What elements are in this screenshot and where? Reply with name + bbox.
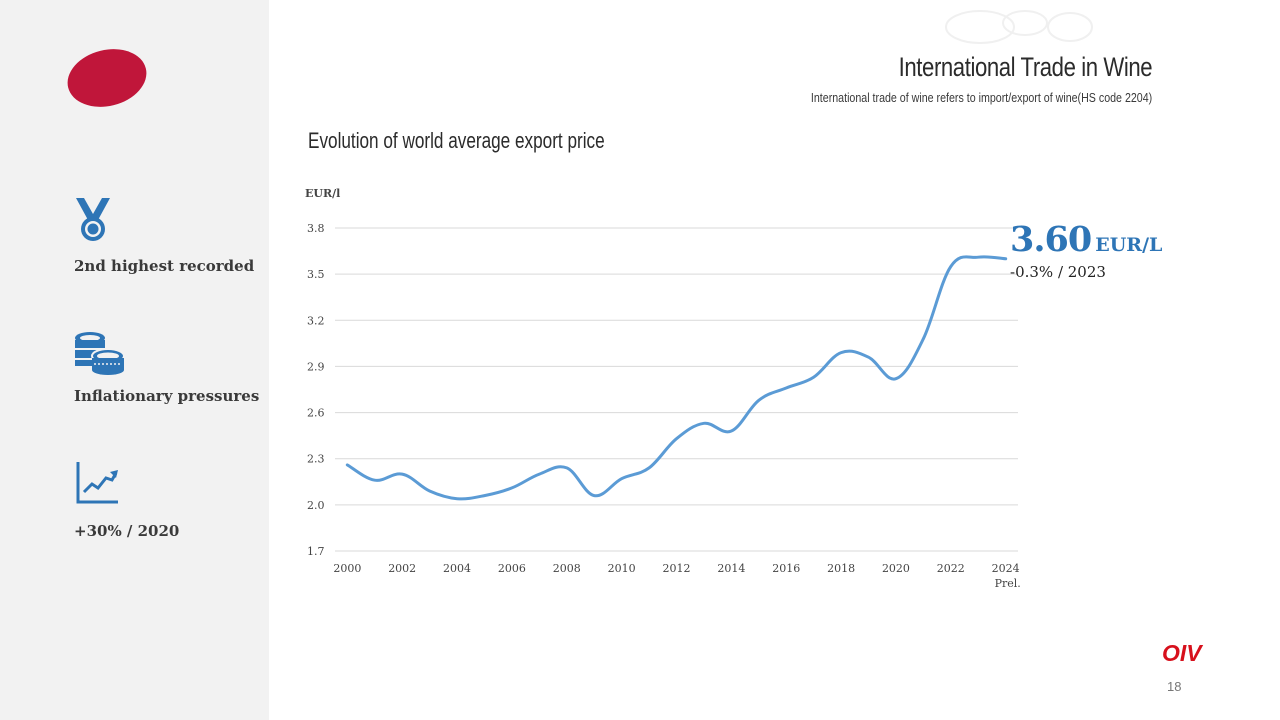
latest-value: 3.60	[1010, 219, 1092, 260]
chart-title: Evolution of world average export price	[308, 128, 605, 153]
y-tick-label: 2.6	[307, 407, 325, 420]
latest-value-unit: EUR/L	[1095, 234, 1163, 256]
medal-icon	[74, 196, 112, 249]
x-tick-label: 2014	[717, 562, 745, 575]
y-tick-label: 3.2	[307, 314, 325, 327]
sidebar-label-inflation: Inflationary pressures	[74, 387, 260, 405]
y-tick-label: 3.5	[307, 268, 325, 281]
y-tick-label: 2.9	[307, 360, 325, 373]
x-tick-label: 2006	[498, 562, 526, 575]
x-tick-label: 2010	[608, 562, 636, 575]
x-tick-label: 2004	[443, 562, 471, 575]
coins-icon	[74, 330, 126, 381]
y-tick-label: 3.8	[307, 222, 325, 235]
x-tick-label: 2018	[827, 562, 855, 575]
y-tick-label: 2.3	[307, 453, 325, 466]
page-subtitle: International trade of wine refers to im…	[810, 90, 1152, 105]
page-number: 18	[1167, 679, 1182, 694]
x-tick-label: 2020	[882, 562, 910, 575]
watermark-graphic	[945, 10, 1093, 44]
sidebar: 2nd highest recorded Inflationary pressu…	[0, 0, 269, 720]
x-tick-label: 2000	[333, 562, 361, 575]
y-tick-label: 2.0	[307, 499, 325, 512]
y-tick-label: 1.7	[307, 545, 325, 558]
page-title: International Trade in Wine	[898, 52, 1152, 82]
trend-up-icon	[74, 460, 120, 509]
x-tick-label: 2008	[553, 562, 581, 575]
x-tick-note: Prel.	[995, 577, 1021, 590]
x-tick-label: 2024	[992, 562, 1020, 575]
x-tick-label: 2022	[937, 562, 965, 575]
oiv-logo: OIV	[1162, 640, 1202, 666]
series-line	[345, 255, 1008, 501]
x-tick-label: 2002	[388, 562, 416, 575]
sidebar-label-record: 2nd highest recorded	[74, 257, 255, 275]
y-axis-unit: EUR/l	[305, 187, 341, 200]
latest-value-callout: 3.60 EUR/L	[1010, 219, 1162, 260]
x-tick-label: 2012	[663, 562, 691, 575]
x-tick-label: 2016	[772, 562, 800, 575]
yearly-change: -0.3% / 2023	[1010, 263, 1106, 281]
sidebar-label-growth: +30% / 2020	[74, 522, 180, 540]
